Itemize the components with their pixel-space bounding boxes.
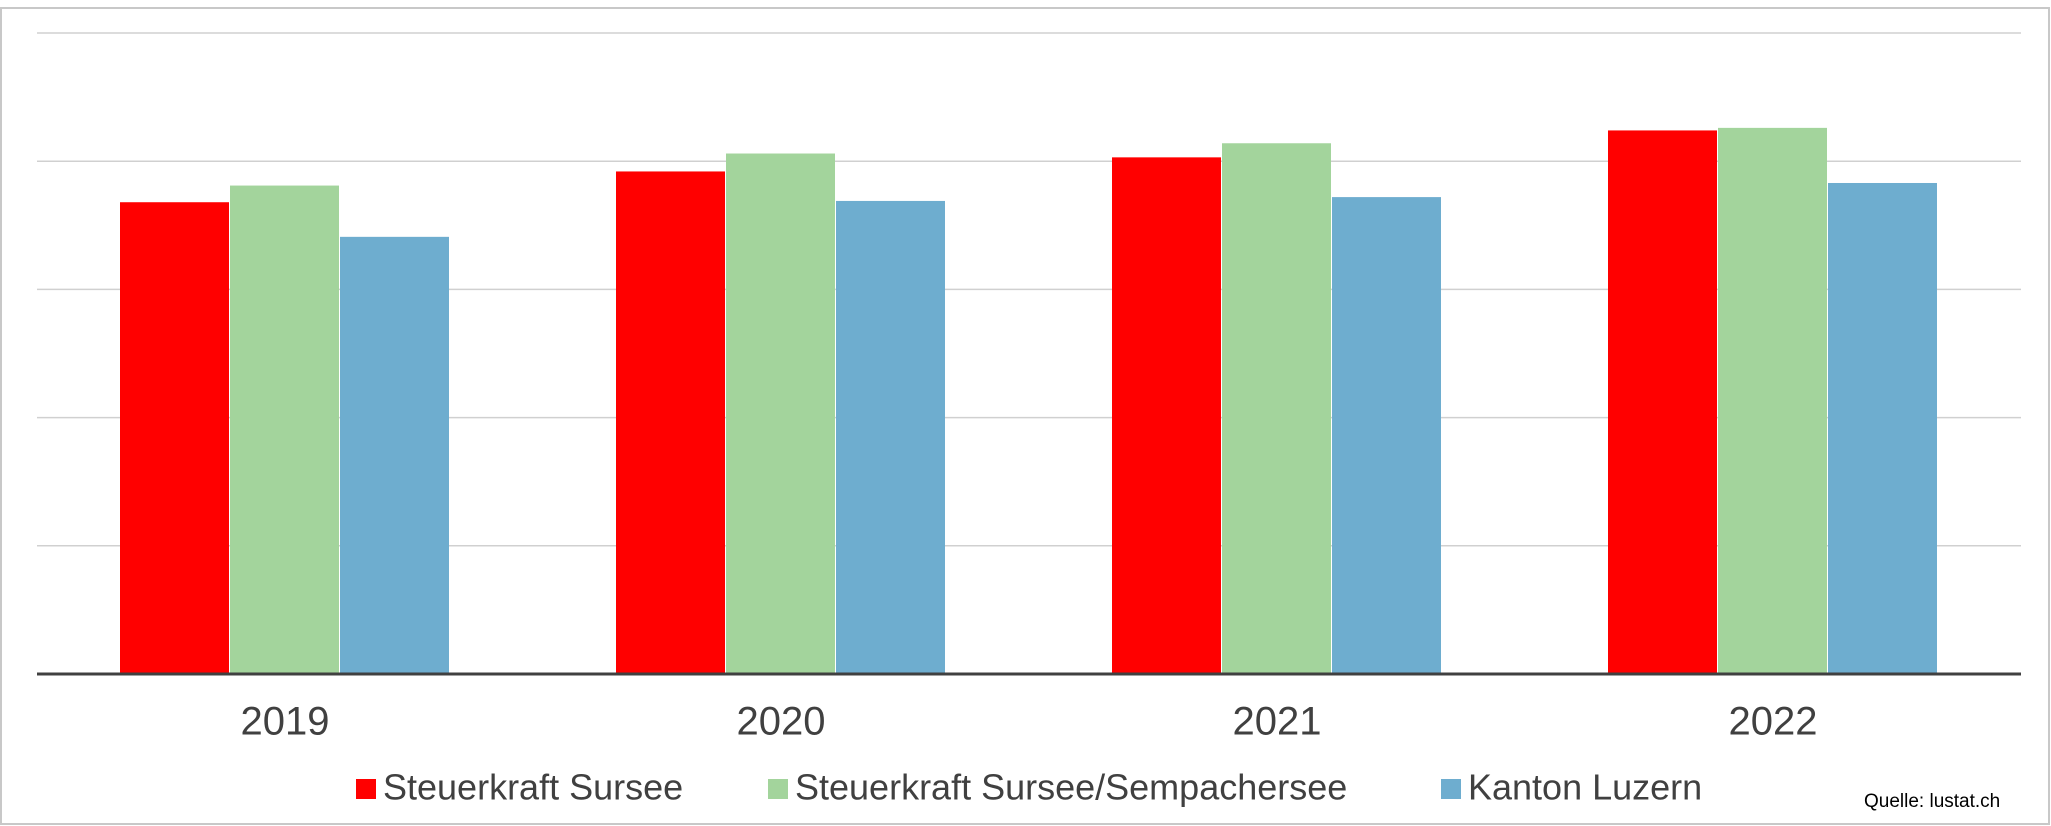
x-tick-label: 2020 [737,700,826,744]
bar [340,236,449,674]
bars [120,127,1937,675]
bar [120,202,229,674]
bar [836,200,945,674]
bar [1828,182,1937,674]
legend-marker [356,779,376,799]
legend-label: Steuerkraft Sursee [383,767,683,808]
axis: 2019 2020 2021 2022 [37,672,2021,744]
legend-label: Kanton Luzern [1468,767,1702,808]
bar [1608,130,1717,674]
x-tick-label: 2019 [241,700,330,744]
x-tick-label: 2021 [1233,700,1322,744]
bar [616,171,725,674]
bar [1112,157,1221,674]
x-tick-label: 2022 [1729,700,1818,744]
bar [1222,143,1331,674]
bar [726,153,835,674]
legend-marker [768,779,788,799]
legend-label: Steuerkraft Sursee/Sempachersee [795,767,1347,808]
bar [230,185,339,675]
source: Quelle: lustat.ch [1864,791,2000,812]
legend-marker [1441,779,1461,799]
legend: Steuerkraft Sursee Steuerkraft Sursee/Sem… [356,767,1702,808]
bar [1718,127,1827,675]
bar [1332,197,1441,674]
